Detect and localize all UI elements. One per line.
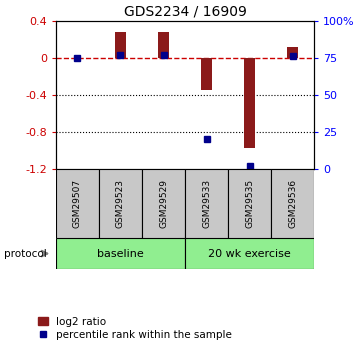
Text: baseline: baseline [97,249,144,258]
Text: GSM29536: GSM29536 [288,179,297,228]
Text: protocol: protocol [4,249,46,258]
Bar [56,238,185,269]
Bar [244,58,255,148]
Text: GSM29533: GSM29533 [202,179,211,228]
Bar [287,47,298,58]
Text: GSM29535: GSM29535 [245,179,254,228]
Bar [201,58,212,90]
Title: GDS2234 / 16909: GDS2234 / 16909 [123,4,247,18]
Bar [142,169,185,238]
Bar [228,169,271,238]
Bar [99,169,142,238]
Text: GSM29529: GSM29529 [159,179,168,228]
Bar [185,169,228,238]
Text: 20 wk exercise: 20 wk exercise [208,249,291,258]
Text: GSM29507: GSM29507 [73,179,82,228]
Bar [56,169,99,238]
Bar [115,32,126,58]
Bar [158,32,169,58]
Bar [271,169,314,238]
Bar [185,238,314,269]
Text: GSM29523: GSM29523 [116,179,125,228]
Legend: log2 ratio, percentile rank within the sample: log2 ratio, percentile rank within the s… [38,317,232,340]
